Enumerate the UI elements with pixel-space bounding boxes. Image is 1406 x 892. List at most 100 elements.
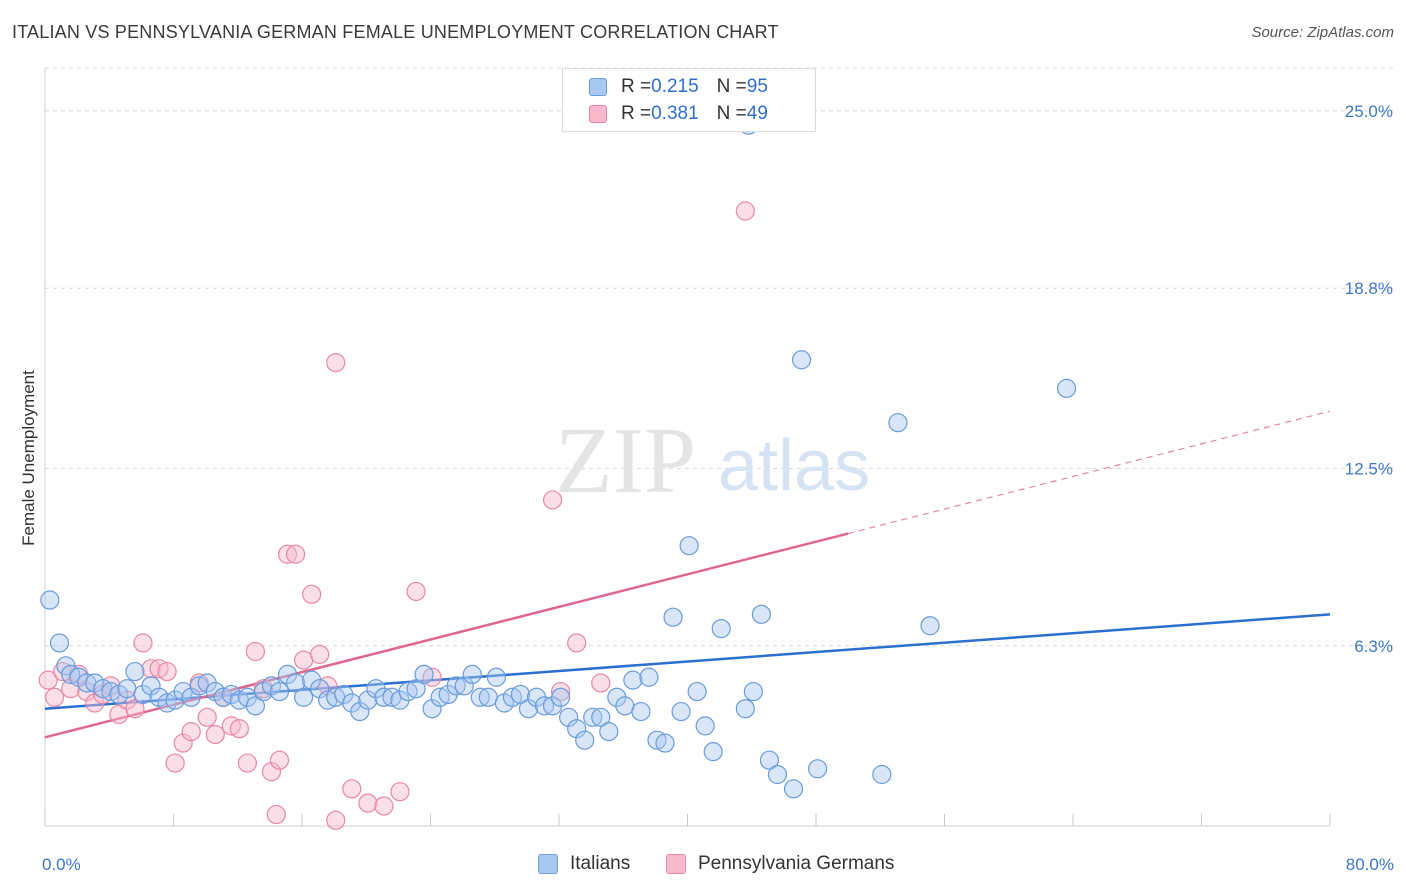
italians-point	[446, 676, 466, 696]
pennsylvania-germans-point	[181, 722, 201, 742]
italians-point	[759, 750, 780, 770]
pennsylvania-germans-point	[567, 633, 587, 653]
italians-point	[783, 779, 804, 799]
correlation-legend: R = 0.215 N = 95 R = 0.381 N = 49	[562, 68, 816, 132]
pennsylvania-germans-legend-swatch	[666, 854, 686, 874]
italians-point	[615, 696, 635, 716]
italians-point	[551, 687, 571, 707]
pennsylvania-germans-point	[406, 581, 426, 602]
italians-point	[534, 696, 555, 716]
pennsylvania-germans-point	[197, 707, 217, 727]
italians-point	[518, 699, 539, 719]
y-tick-label: 25.0%	[1345, 102, 1393, 121]
italians-point	[374, 687, 394, 707]
legend-r-value: 0.381	[651, 103, 699, 124]
legend-n-label: N =	[716, 76, 747, 97]
italians-point	[294, 687, 314, 707]
source-credit: Source: ZipAtlas.com	[1251, 24, 1394, 41]
italians-point	[671, 701, 691, 722]
italians-point	[591, 707, 611, 727]
watermark-zip: ZIP	[555, 409, 696, 513]
italians-point	[245, 696, 266, 716]
italians-point	[486, 667, 506, 687]
italians-point	[567, 719, 587, 739]
gridlines	[45, 67, 1395, 647]
trend-lines	[44, 410, 1331, 739]
pennsylvania-germans-point	[141, 659, 161, 679]
pennsylvania-germans-point	[229, 719, 249, 739]
pennsylvania-germans-point	[285, 544, 306, 564]
pennsylvania-germans-point	[342, 779, 362, 799]
pennsylvania-germans-point	[45, 687, 65, 707]
y-tick-labels: 6.3% 12.5% 18.8% 25.0%	[1345, 102, 1393, 656]
x-tick-labels: 0.0% 80.0%	[42, 855, 1394, 874]
italians-legend-swatch	[538, 854, 558, 874]
pennsylvania-germans-point	[261, 762, 282, 782]
italians-point	[414, 664, 434, 685]
pennsylvania-germans-point	[302, 584, 322, 604]
italians-point	[920, 616, 940, 636]
italians-point	[623, 670, 643, 690]
italians-point	[655, 733, 675, 753]
italians-point	[631, 701, 651, 722]
italians-point	[141, 676, 161, 696]
italians-point	[310, 679, 330, 699]
italians-point	[454, 676, 474, 696]
italians-point	[743, 681, 763, 702]
pennsylvania-germans-point	[277, 544, 298, 564]
pennsylvania-germans-point	[237, 753, 257, 773]
italians-point	[269, 681, 290, 702]
y-tick-label: 18.8%	[1345, 279, 1393, 298]
pennsylvania-germans-legend-label: Pennsylvania Germans	[698, 853, 895, 874]
italians-point	[422, 699, 442, 719]
italians-point	[767, 764, 788, 785]
italians-point	[888, 413, 908, 433]
italians-point	[510, 684, 531, 705]
pennsylvania-germans-point	[326, 810, 346, 830]
italians-point	[49, 633, 70, 653]
pennsylvania-germans-point	[205, 724, 225, 745]
italians-point	[599, 722, 619, 742]
y-tick-label: 12.5%	[1345, 459, 1393, 478]
legend-row-italians: R = 0.215 N = 95	[589, 75, 768, 99]
pennsylvania-germans-point	[173, 733, 193, 753]
x-tick-label: 0.0%	[42, 855, 81, 874]
pennsylvania-germans-points	[38, 201, 755, 830]
pennsylvania-germans-point	[735, 201, 755, 221]
legend-n-label: N =	[716, 103, 747, 124]
pennsylvania-germans-point	[358, 793, 378, 813]
legend-r-value: 0.215	[651, 76, 699, 97]
pennsylvania-germans-point	[310, 644, 330, 664]
italians-point	[703, 742, 723, 762]
pennsylvania-germans-point	[390, 782, 410, 802]
y-tick-label: 6.3%	[1354, 637, 1393, 656]
italians-point	[285, 673, 306, 693]
italians-point	[751, 604, 771, 624]
italians-point	[711, 619, 731, 639]
italians-point	[40, 590, 60, 610]
y-axis-title: Female Unemployment	[19, 370, 38, 546]
italians-point	[687, 681, 707, 702]
pennsylvania-germans-trend-line	[44, 532, 849, 739]
bottom-legend-pennsylvania-germans: Pennsylvania Germans	[666, 851, 894, 877]
pennsylvania-germans-point	[591, 673, 611, 693]
italians-point	[679, 536, 699, 556]
italians-point	[791, 350, 812, 370]
italians-legend-label: Italians	[570, 853, 631, 874]
pennsylvania-germans-point	[266, 804, 286, 825]
pennsylvania-germans-point	[542, 490, 563, 510]
chart-title: ITALIAN VS PENNSYLVANIA GERMAN FEMALE UN…	[12, 22, 779, 42]
pennsylvania-germans-point	[165, 753, 185, 773]
italians-swatch	[589, 78, 607, 96]
pennsylvania-germans-point	[133, 633, 153, 653]
italians-point	[181, 687, 201, 707]
pennsylvania-germans-point	[374, 796, 394, 816]
italians-point	[872, 764, 892, 785]
italians-point	[358, 690, 378, 710]
pennsylvania-germans-trend-extension	[847, 410, 1331, 535]
pennsylvania-germans-point	[294, 650, 314, 670]
x-tick-label: 80.0%	[1346, 855, 1394, 874]
italians-point	[350, 701, 370, 722]
legend-r-label: R =	[621, 76, 652, 97]
